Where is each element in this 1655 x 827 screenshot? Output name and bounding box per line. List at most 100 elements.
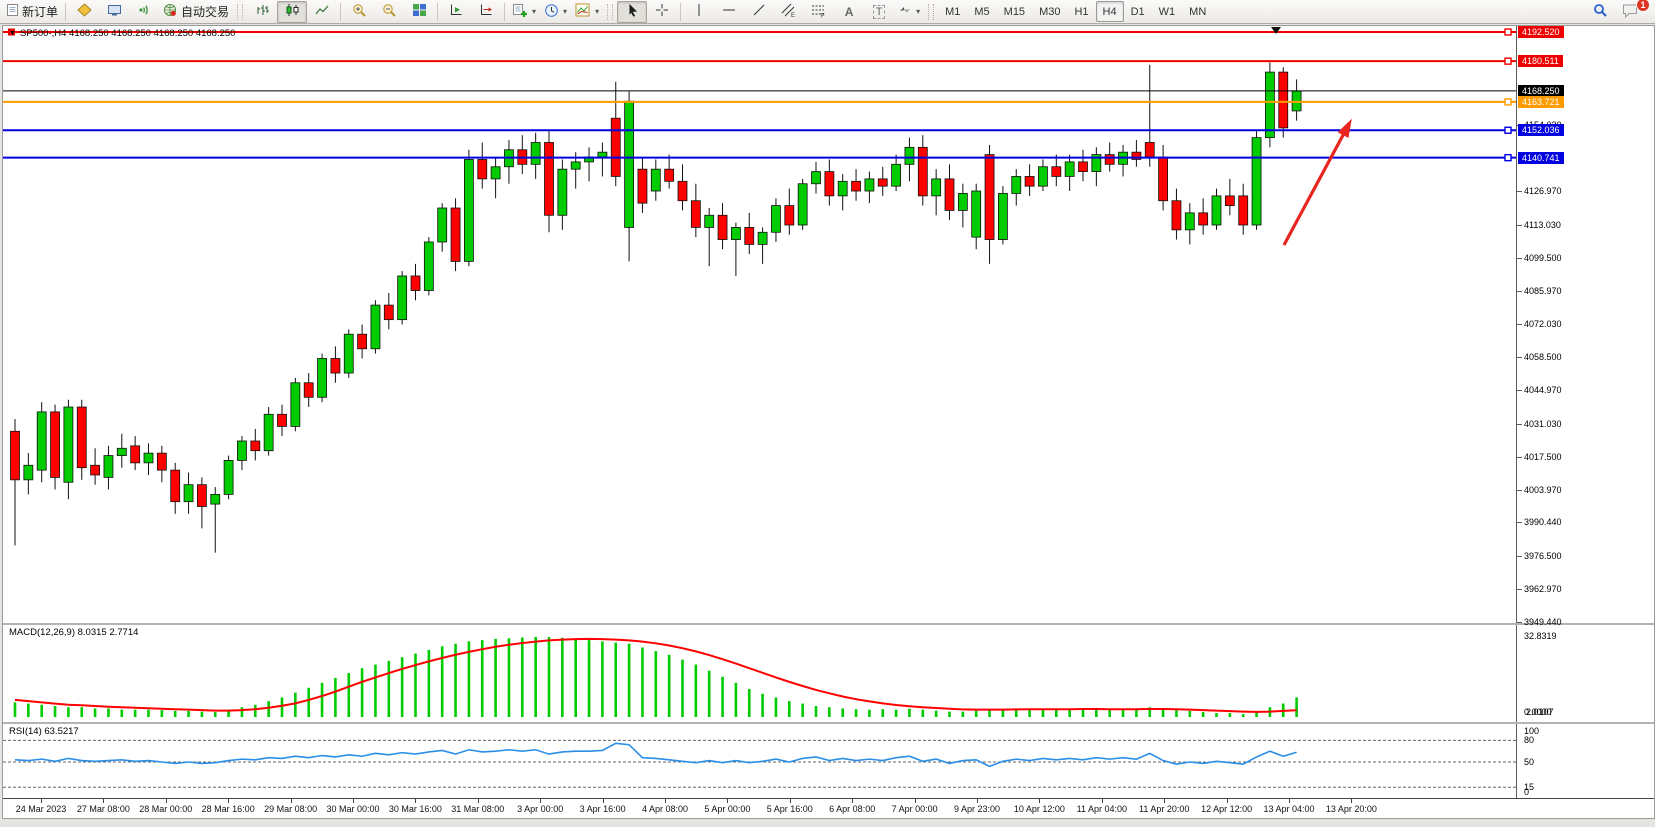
timeframe-m5-button[interactable]: M5 [974,5,990,18]
trendline-tool-button[interactable] [744,1,774,23]
indicators-button[interactable]: ▾ [571,1,603,23]
zoom-out-icon [382,3,397,21]
line-handle[interactable] [1504,98,1512,106]
candle [931,178,942,197]
market-watch-icon [76,3,92,20]
crosshair-icon [655,3,669,20]
candle [1091,154,1102,173]
object-anchor-icon[interactable] [1271,27,1281,34]
fibonacci-tool-button[interactable]: F [804,1,834,23]
timeframe-m30-button[interactable]: M30 [1039,5,1061,18]
rsi-label: RSI(14) 63.5217 [9,726,79,737]
arrows-tool-button[interactable]: ▾ [894,1,924,23]
chart-type-candles-button[interactable] [277,0,308,23]
collapse-icon[interactable]: ▼ [9,30,16,37]
candle [1265,71,1275,139]
toolbar-separator [340,2,342,21]
macd-axis[interactable]: 32.8319 0.0000 2.0107 [1516,625,1654,722]
candle [383,304,394,321]
time-tick [727,799,729,803]
candle [797,183,808,226]
notifications-button[interactable]: 1 [1615,0,1650,23]
data-window-button[interactable] [99,1,129,23]
price-chart-canvas[interactable] [3,26,1517,623]
candle [1171,200,1182,231]
data-window-icon [107,3,122,20]
macd-scale-min: 2.0107 [1526,707,1554,717]
tile-windows-button[interactable] [404,1,434,23]
candle [917,146,928,197]
cursor-tool-button[interactable] [617,0,648,23]
macd-panel[interactable]: MACD(12,26,9) 8.0315 2.7714 32.8319 0.000… [3,625,1654,724]
rsi-axis[interactable]: 100 80 50 15 0 [1516,724,1654,798]
time-label: 3 Apr 16:00 [579,804,626,814]
crosshair-tool-button[interactable] [647,1,677,23]
candle [263,413,274,452]
price-badge: 4140.741 [1518,151,1564,164]
time-label: 4 Apr 08:00 [641,804,689,814]
signals-button[interactable] [129,1,159,23]
rsi-panel[interactable]: RSI(14) 63.5217 100 80 50 15 0 [3,724,1654,799]
line-handle[interactable] [1504,57,1512,65]
macd-canvas[interactable] [3,625,1517,722]
time-axis[interactable]: 24 Mar 2023 27 Mar 08:00 28 Mar 00:00 28 Ma… [3,799,1654,818]
line-handle[interactable] [1504,126,1512,134]
rsi-canvas[interactable] [3,724,1517,798]
timeframe-m15-button[interactable]: M15 [1003,5,1026,18]
text-tool-button[interactable]: A [834,1,864,23]
chart-type-bars-button[interactable] [247,1,277,23]
zoom-in-icon [352,3,367,21]
zoom-out-button[interactable] [374,1,404,23]
text-label-tool-button[interactable]: T [864,1,894,23]
line-handle[interactable] [1504,28,1512,36]
zoom-in-button[interactable] [344,1,374,23]
candle [196,484,207,507]
search-button[interactable] [1585,1,1615,23]
price-tick: 4072.030 [1517,319,1562,330]
candle [1224,195,1235,206]
auto-scroll-button[interactable] [441,1,471,23]
price-tick: 4017.500 [1517,451,1562,462]
time-tick [789,799,791,803]
vertical-line-tool-button[interactable] [684,1,714,23]
channel-tool-button[interactable]: E [774,1,804,23]
autotrade-button[interactable]: 自动交易 [159,1,233,23]
rsi-scale-label: 50 [1524,757,1535,767]
main-chart-panel[interactable]: ▼ SP500-,H4 4168.250 4168.250 4168.250 4… [3,26,1654,627]
candle [957,193,968,211]
candle [437,207,448,243]
svg-text:E: E [791,13,795,18]
candle [1064,161,1075,177]
trend-arrow[interactable] [1282,123,1351,246]
line-handle[interactable] [1504,153,1512,162]
chart-type-line-button[interactable] [307,1,337,23]
candle [277,413,287,427]
candle [811,171,821,185]
candle [1144,142,1155,158]
candle [664,168,675,182]
timeframe-m1-button[interactable]: M1 [945,5,961,18]
candle [183,484,194,503]
toolbar-grip [928,3,935,20]
timeframe-h4-button[interactable]: H4 [1095,1,1124,22]
candle [864,178,875,192]
candle [50,411,60,478]
vertical-line-icon [693,3,705,20]
market-watch-button[interactable] [69,1,99,23]
timeframe-d1-button[interactable]: D1 [1130,5,1145,18]
periods-button[interactable]: ▾ [540,1,571,23]
new-order-button[interactable]: 新订单 [2,1,62,23]
horizontal-line-tool-button[interactable] [714,1,744,23]
candle [998,193,1008,240]
timeframe-mn-button[interactable]: MN [1189,5,1207,18]
candle [63,406,74,483]
new-chart-button[interactable]: ▾ [508,1,540,23]
candle [397,275,408,321]
chart-shift-button[interactable] [471,1,501,23]
timeframe-w1-button[interactable]: W1 [1158,5,1176,18]
timeframe-h1-button[interactable]: H1 [1074,5,1089,18]
time-label: 27 Mar 08:00 [76,804,130,814]
price-axis[interactable]: 4154.0304126.9704113.0304099.5004085.970… [1516,26,1654,627]
candle [1011,176,1022,194]
line-handle[interactable] [8,28,15,36]
